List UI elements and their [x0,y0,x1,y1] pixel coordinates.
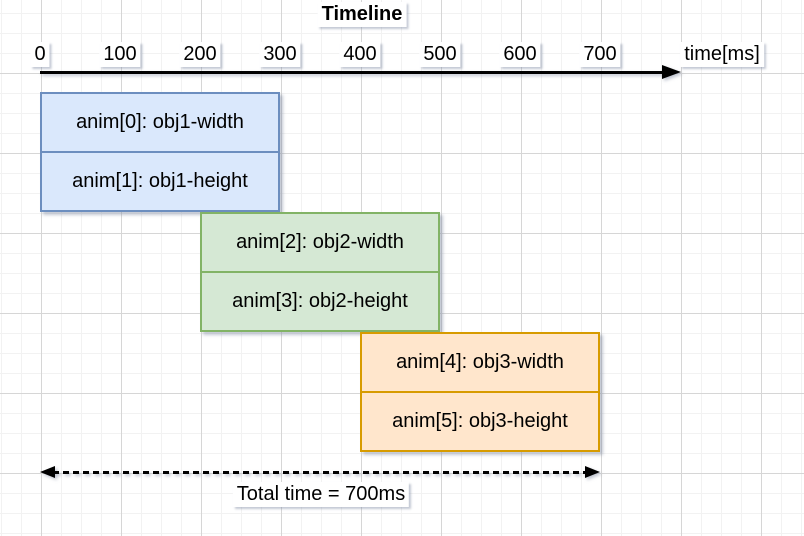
anim-row: anim[3]: obj2-height [232,290,408,312]
anim-row: anim[5]: obj3-height [392,410,568,432]
diagram-title: Timeline [317,2,407,27]
arrowhead-right-icon [585,466,600,478]
axis-tick-label-500: 500 [419,42,461,67]
axis-tick-label-600: 600 [499,42,541,67]
axis-tick-label-200: 200 [179,42,221,67]
axis-tick-label-700: 700 [579,42,621,67]
anim-row: anim[1]: obj1-height [72,170,248,192]
axis-arrowhead-icon [662,65,681,79]
axis-unit-label: time[ms] [680,42,764,67]
total-time-label: Total time = 700ms [232,482,410,507]
total-time-dashed-line [53,471,587,474]
anim-block-obj3: anim[4]: obj3-width anim[5]: obj3-height [360,332,600,452]
anim-block-obj2: anim[2]: obj2-width anim[3]: obj2-height [200,212,440,332]
axis-tick-label-300: 300 [259,42,301,67]
anim-row: anim[0]: obj1-width [42,94,278,153]
anim-block-obj1: anim[0]: obj1-width anim[1]: obj1-height [40,92,280,212]
anim-row: anim[4]: obj3-width [362,334,598,393]
anim-row: anim[2]: obj2-width [202,214,438,273]
axis-tick-label-0: 0 [30,42,50,67]
time-axis-line [40,71,664,74]
axis-tick-label-400: 400 [339,42,381,67]
axis-tick-label-100: 100 [99,42,141,67]
arrowhead-left-icon [40,466,55,478]
